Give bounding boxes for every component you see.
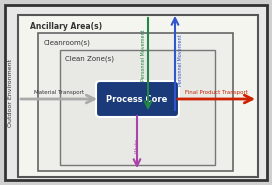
Text: Clean Zone(s): Clean Zone(s) bbox=[65, 55, 114, 61]
Text: Cleanroom(s): Cleanroom(s) bbox=[44, 39, 91, 46]
Text: Process Core: Process Core bbox=[106, 95, 168, 103]
Text: Personnel Movement: Personnel Movement bbox=[178, 34, 183, 86]
Text: Ancillary Area(s): Ancillary Area(s) bbox=[30, 22, 102, 31]
FancyBboxPatch shape bbox=[38, 33, 233, 171]
Text: Personnel Movement: Personnel Movement bbox=[141, 29, 146, 81]
Text: Outdoor Environment: Outdoor Environment bbox=[8, 59, 13, 127]
FancyBboxPatch shape bbox=[18, 15, 258, 177]
FancyBboxPatch shape bbox=[96, 81, 179, 117]
FancyBboxPatch shape bbox=[60, 50, 215, 165]
Text: Material Transport: Material Transport bbox=[34, 90, 84, 95]
FancyBboxPatch shape bbox=[5, 5, 267, 180]
Text: Final Product Transport: Final Product Transport bbox=[185, 90, 248, 95]
Text: Waste: Waste bbox=[134, 137, 140, 153]
